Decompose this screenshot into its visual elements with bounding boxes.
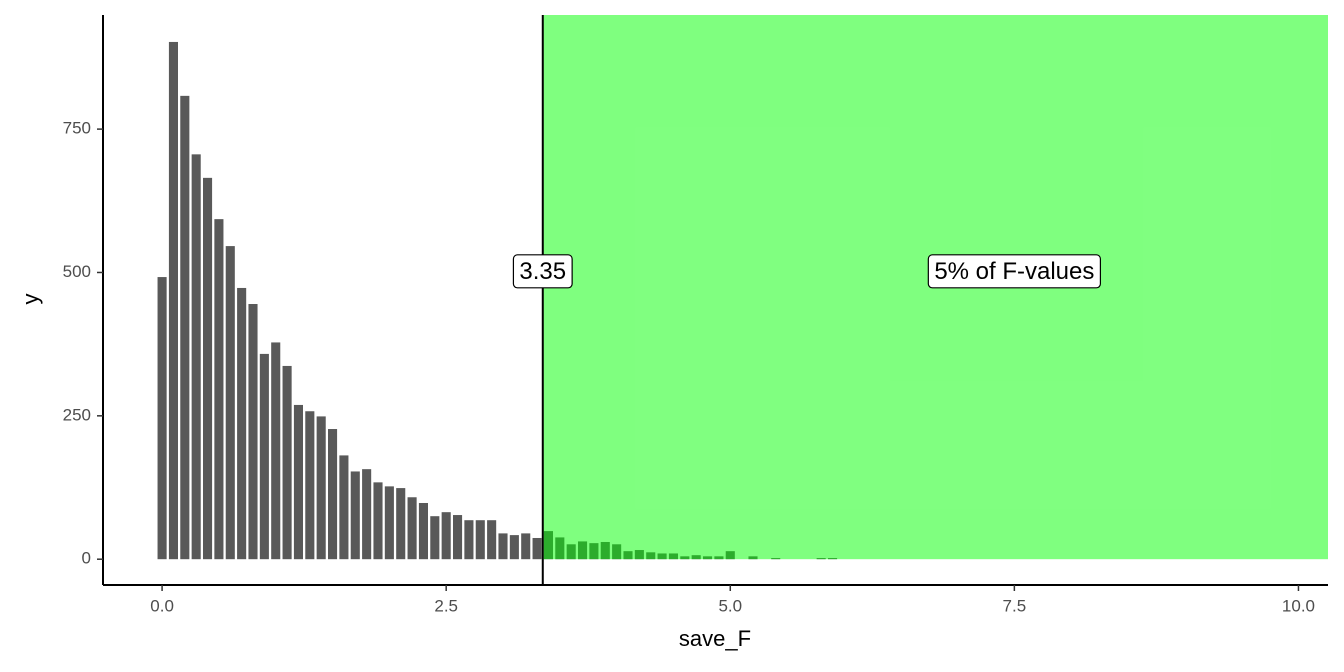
- bar: [464, 520, 474, 560]
- bar: [237, 287, 247, 560]
- bar: [498, 533, 508, 560]
- bar: [271, 342, 281, 560]
- bar: [396, 488, 406, 560]
- bar: [180, 95, 190, 560]
- bar: [225, 246, 235, 560]
- annotation-box: [512, 254, 573, 289]
- bar: [509, 535, 519, 560]
- y-tick-label: 500: [63, 262, 91, 281]
- bar: [328, 429, 338, 560]
- bar: [441, 512, 451, 560]
- annotation: 5% of F-values: [934, 258, 1094, 285]
- bar: [316, 416, 326, 560]
- bar: [521, 533, 531, 560]
- bar: [453, 515, 463, 560]
- bar: [214, 219, 224, 560]
- bar: [475, 520, 485, 560]
- bar: [407, 497, 417, 560]
- bar: [384, 486, 394, 560]
- bar: [339, 455, 349, 560]
- bar: [157, 277, 167, 560]
- annotation-box: [927, 254, 1102, 289]
- x-tick-label: 10.0: [1282, 596, 1315, 615]
- x-tick-label: 0.0: [150, 596, 174, 615]
- bar: [430, 516, 440, 560]
- y-tick-label: 250: [63, 405, 91, 424]
- bar: [362, 469, 372, 560]
- y-tick-label: 0: [82, 549, 91, 568]
- x-tick-label: 7.5: [1003, 596, 1027, 615]
- x-tick-label: 2.5: [434, 596, 458, 615]
- bar: [293, 404, 303, 560]
- bar: [373, 482, 383, 560]
- bar: [350, 471, 360, 560]
- bar: [532, 537, 542, 560]
- bar: [191, 154, 201, 560]
- bar: [248, 304, 258, 560]
- bar: [487, 520, 497, 560]
- bar: [168, 41, 178, 560]
- x-tick-label: 5.0: [718, 596, 742, 615]
- annotation: 3.35: [519, 258, 566, 285]
- bar: [305, 411, 315, 560]
- x-axis-title: save_F: [679, 626, 751, 651]
- bar: [282, 365, 292, 560]
- bar: [259, 353, 269, 560]
- bar: [418, 502, 428, 560]
- y-axis-title: y: [18, 294, 43, 305]
- y-tick-label: 750: [63, 119, 91, 138]
- bar: [203, 177, 213, 560]
